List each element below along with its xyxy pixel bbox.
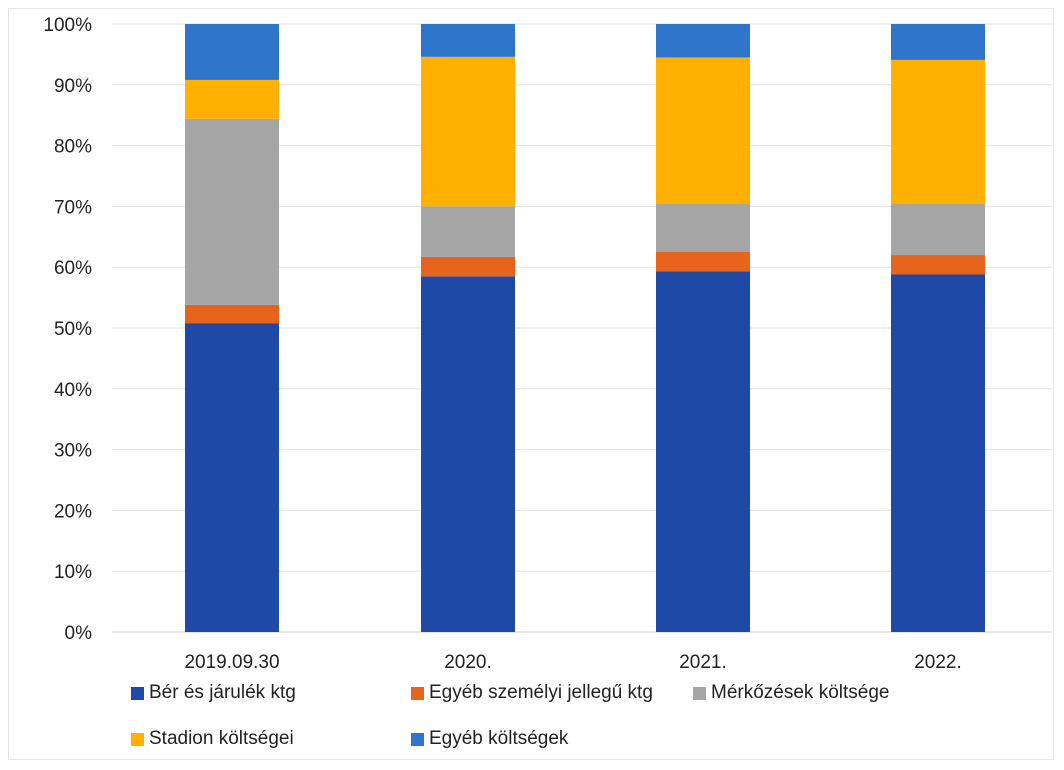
x-tick-label: 2021.: [679, 652, 727, 673]
y-tick-label: 20%: [54, 501, 92, 522]
legend-label: Egyéb személyi jellegű ktg: [429, 682, 653, 703]
bar-segment: [185, 24, 279, 80]
y-tick-label: 40%: [54, 380, 92, 401]
y-tick-label: 70%: [54, 197, 92, 218]
legend-swatch: [131, 686, 144, 700]
bar-segment: [185, 323, 279, 632]
bar-segment: [421, 206, 515, 257]
legend-swatch: [131, 732, 144, 746]
y-tick-label: 30%: [54, 441, 92, 462]
chart-frame: [8, 8, 1054, 760]
bar-segment: [656, 271, 750, 632]
bar-segment: [891, 274, 985, 632]
bar-segment: [891, 203, 985, 256]
x-tick-label: 2022.: [914, 652, 962, 673]
legend-item: Stadion költségei: [131, 728, 294, 750]
y-tick-label: 100%: [43, 15, 92, 36]
legend-swatch: [693, 686, 706, 700]
y-tick-label: 0%: [65, 623, 93, 644]
bar-segment: [421, 24, 515, 57]
bar-segment: [421, 56, 515, 207]
legend-label: Mérkőzések költsége: [711, 682, 890, 703]
chart-legend: Bér és járulék ktg Egyéb személyi jellegű…: [0, 672, 1064, 762]
bar-segment: [656, 57, 750, 204]
y-tick-label: 10%: [54, 562, 92, 583]
bar-segment: [421, 276, 515, 632]
legend-label: Stadion költségei: [149, 728, 294, 749]
bar-segment: [656, 203, 750, 252]
y-tick-label: 60%: [54, 258, 92, 279]
bar-segment: [185, 304, 279, 324]
legend-item: Egyéb költségek: [411, 728, 568, 750]
x-tick-label: 2019.09.30: [184, 652, 279, 673]
chart-plot-area: 0% 10% 20% 30% 40% 50% 60% 70% 80% 90% 100% 2019.09…: [43, 15, 1052, 673]
legend-item: Bér és járulék ktg: [131, 682, 296, 704]
legend-swatch: [411, 686, 424, 700]
bar-segment: [421, 256, 515, 277]
legend-item: Mérkőzések költsége: [693, 682, 889, 704]
legend-label: Bér és járulék ktg: [149, 682, 296, 703]
legend-swatch: [411, 732, 424, 746]
bar-segment: [891, 255, 985, 275]
bar-segment: [891, 59, 985, 204]
bar-segment: [185, 118, 279, 305]
y-tick-label: 50%: [54, 319, 92, 340]
y-tick-label: 80%: [54, 137, 92, 158]
bar-segment: [185, 79, 279, 119]
bar-segment: [656, 24, 750, 58]
legend-item: Egyéb személyi jellegű ktg: [411, 682, 653, 704]
y-tick-label: 90%: [54, 76, 92, 97]
bar-segment: [891, 24, 985, 60]
bar-segment: [656, 252, 750, 272]
legend-label: Egyéb költségek: [429, 728, 569, 749]
x-tick-label: 2020.: [444, 652, 492, 673]
